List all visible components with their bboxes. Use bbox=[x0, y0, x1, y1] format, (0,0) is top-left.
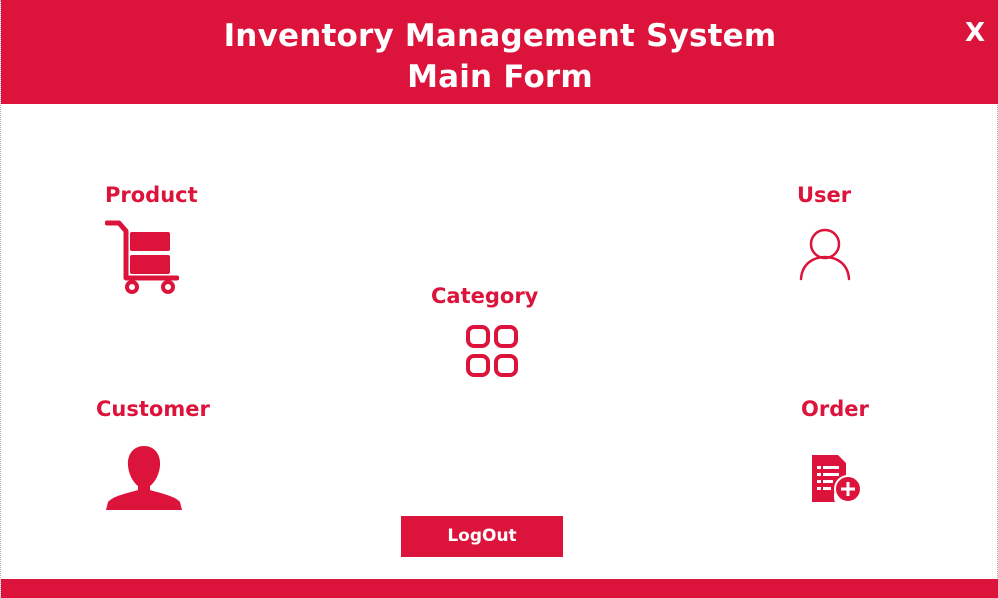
user-label[interactable]: User bbox=[797, 183, 852, 207]
product-label[interactable]: Product bbox=[105, 183, 198, 207]
category-label[interactable]: Category bbox=[431, 284, 539, 308]
header-bar: Inventory Management System Main Form X bbox=[1, 0, 998, 104]
logout-button[interactable]: LogOut bbox=[401, 516, 563, 557]
user-outline-icon[interactable] bbox=[799, 226, 851, 281]
customer-label[interactable]: Customer bbox=[96, 397, 210, 421]
add-order-icon[interactable] bbox=[809, 452, 865, 506]
person-silhouette-icon[interactable] bbox=[105, 444, 183, 512]
order-label[interactable]: Order bbox=[801, 397, 869, 421]
close-button[interactable]: X bbox=[964, 18, 986, 48]
grid-icon[interactable] bbox=[465, 325, 520, 378]
title-line-2: Main Form bbox=[407, 59, 593, 95]
page-title: Inventory Management System Main Form bbox=[1, 16, 998, 98]
title-line-1: Inventory Management System bbox=[223, 18, 777, 54]
footer-bar bbox=[1, 579, 998, 598]
cart-icon[interactable] bbox=[105, 220, 179, 294]
